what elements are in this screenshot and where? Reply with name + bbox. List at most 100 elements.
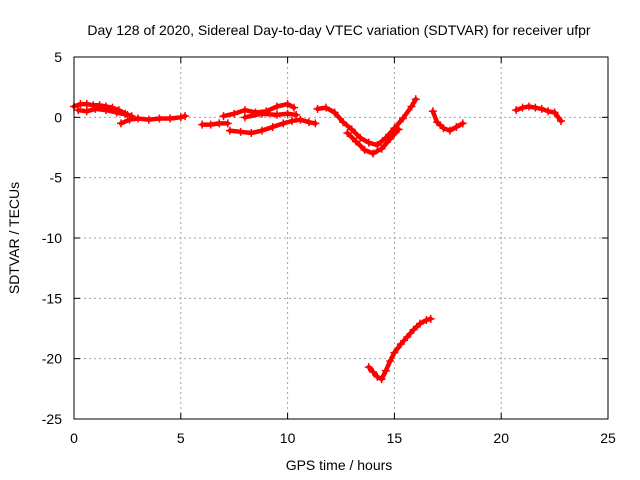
y-tick-label: -10 bbox=[42, 230, 62, 246]
data-point bbox=[377, 144, 386, 153]
data-point bbox=[134, 114, 143, 123]
data-point bbox=[144, 115, 153, 124]
data-point bbox=[181, 112, 190, 121]
data-point bbox=[230, 109, 239, 118]
data-point bbox=[550, 108, 559, 117]
y-tick-label: 5 bbox=[54, 49, 62, 65]
series-arc-10 bbox=[428, 107, 467, 135]
data-point bbox=[426, 314, 435, 323]
data-point bbox=[458, 119, 467, 128]
data-point bbox=[339, 118, 348, 127]
data-point bbox=[247, 129, 256, 138]
data-point bbox=[91, 104, 100, 113]
data-point bbox=[82, 107, 91, 116]
series-arc-2 bbox=[74, 104, 132, 119]
data-point bbox=[279, 119, 288, 128]
data-point bbox=[351, 137, 360, 146]
data-point bbox=[155, 114, 164, 123]
data-point bbox=[225, 126, 234, 135]
x-tick-label: 25 bbox=[600, 430, 616, 446]
data-point bbox=[272, 102, 281, 111]
data-point bbox=[390, 348, 399, 357]
x-tick-label: 0 bbox=[70, 430, 78, 446]
series-arc-4 bbox=[198, 119, 232, 129]
series-arc-3 bbox=[116, 112, 190, 128]
data-point bbox=[283, 100, 292, 109]
data-point bbox=[287, 116, 296, 125]
data-point bbox=[347, 125, 356, 134]
data-point bbox=[283, 109, 292, 118]
data-point bbox=[531, 103, 540, 112]
data-point bbox=[422, 316, 431, 325]
data-point bbox=[206, 120, 215, 129]
x-tick-label: 5 bbox=[177, 430, 185, 446]
chart-title: Day 128 of 2020, Sidereal Day-to-day VTE… bbox=[87, 22, 591, 38]
data-point bbox=[416, 319, 425, 328]
series-arc-9 bbox=[343, 125, 403, 158]
data-point bbox=[236, 127, 245, 136]
data-point bbox=[322, 103, 331, 112]
series-trace bbox=[227, 117, 318, 136]
data-point bbox=[215, 119, 224, 128]
data-point bbox=[123, 110, 132, 119]
data-point bbox=[381, 366, 390, 375]
data-point bbox=[512, 106, 521, 115]
data-point bbox=[445, 126, 454, 135]
data-point bbox=[377, 375, 386, 384]
data-point bbox=[125, 115, 134, 124]
data-point bbox=[257, 126, 266, 135]
series-arc-12 bbox=[364, 314, 435, 384]
data-point bbox=[74, 106, 83, 115]
data-point bbox=[369, 149, 378, 158]
data-point bbox=[364, 363, 373, 372]
data-point bbox=[557, 116, 566, 125]
data-point bbox=[428, 107, 437, 116]
data-point bbox=[452, 122, 461, 131]
series-arc-7 bbox=[240, 109, 301, 122]
data-point bbox=[330, 108, 339, 117]
y-tick-label: -25 bbox=[42, 411, 62, 427]
data-points bbox=[70, 95, 566, 384]
series-arc-5 bbox=[225, 115, 320, 138]
data-point bbox=[524, 102, 533, 111]
y-tick-label: 0 bbox=[54, 109, 62, 125]
series-trace bbox=[199, 121, 231, 127]
x-axis-label: GPS time / hours bbox=[286, 457, 393, 473]
y-tick-label: -5 bbox=[50, 170, 63, 186]
data-point bbox=[360, 145, 369, 154]
data-point bbox=[386, 135, 395, 144]
data-point bbox=[292, 110, 301, 119]
tick-labels: 0 5 10 15 20 25 5 0 -5 -10 -15 -20 -25 bbox=[42, 49, 616, 446]
data-point bbox=[403, 332, 412, 341]
data-point bbox=[223, 119, 232, 128]
data-point bbox=[398, 114, 407, 123]
data-point bbox=[409, 325, 418, 334]
data-point bbox=[116, 119, 125, 128]
y-tick-label: -20 bbox=[42, 351, 62, 367]
data-point bbox=[313, 104, 322, 113]
x-tick-label: 15 bbox=[387, 430, 403, 446]
data-point bbox=[364, 138, 373, 147]
plot-frame bbox=[73, 56, 609, 420]
data-point bbox=[102, 106, 111, 115]
data-point bbox=[518, 103, 527, 112]
data-point bbox=[544, 107, 553, 116]
data-point bbox=[356, 133, 365, 142]
data-point bbox=[537, 104, 546, 113]
data-point bbox=[411, 95, 420, 104]
data-point bbox=[257, 109, 266, 118]
data-point bbox=[433, 118, 442, 127]
data-point bbox=[240, 113, 249, 122]
data-point bbox=[369, 367, 378, 376]
data-point bbox=[396, 340, 405, 349]
data-point bbox=[311, 119, 320, 128]
data-point bbox=[268, 122, 277, 131]
data-point bbox=[394, 125, 403, 134]
data-point bbox=[373, 141, 382, 150]
y-tick-label: -15 bbox=[42, 290, 62, 306]
data-point bbox=[439, 124, 448, 133]
data-point bbox=[82, 100, 91, 109]
data-point bbox=[290, 103, 299, 112]
data-point bbox=[296, 115, 305, 124]
data-point bbox=[240, 106, 249, 115]
